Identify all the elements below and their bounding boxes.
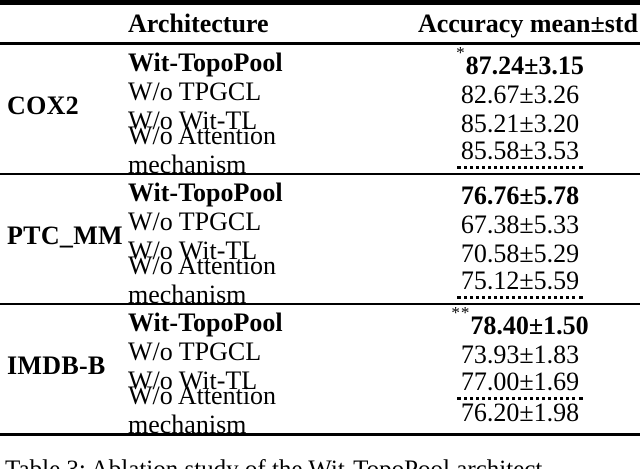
accuracy-cell: 82.67±3.26 <box>400 74 640 110</box>
accuracy-value: 82.67±3.26 <box>460 80 580 110</box>
group-rows: Wit-TopoPool *87.24±3.15 W/o TPGCL 82.67… <box>128 43 640 179</box>
table-row: W/o Attention mechanism 85.58±3.53 <box>128 121 640 179</box>
dataset-group: COX2 Wit-TopoPool *87.24±3.15 W/o TPGCL … <box>0 43 640 179</box>
header-divider-rule <box>0 42 640 45</box>
significance-stars: * <box>456 42 466 62</box>
accuracy-column-header: Accuracy mean±std <box>417 9 638 38</box>
accuracy-cell: **78.40±1.50 <box>400 302 640 341</box>
table-row: Wit-TopoPool *87.24±3.15 <box>128 43 640 81</box>
group-rows: Wit-TopoPool **78.40±1.50 W/o TPGCL 73.9… <box>128 303 640 439</box>
architecture-cell: W/o TPGCL <box>128 337 262 366</box>
architecture-cell: W/o Wit-TL <box>128 236 258 265</box>
accuracy-cell: *87.24±3.15 <box>400 42 640 81</box>
table-row: W/o Attention mechanism 76.20±1.98 <box>128 381 640 439</box>
dataset-group: IMDB-B Wit-TopoPool **78.40±1.50 W/o TPG… <box>0 303 640 439</box>
table-row: W/o Wit-TL 70.58±5.29 <box>128 236 640 268</box>
architecture-cell: W/o Wit-TL <box>128 366 258 395</box>
architecture-cell: W/o Attention mechanism <box>128 380 277 439</box>
architecture-cell: W/o Attention mechanism <box>128 120 277 179</box>
table-row: W/o Attention mechanism 75.12±5.59 <box>128 251 640 309</box>
table-bottom-rule <box>0 433 640 436</box>
table-row: W/o Wit-TL 85.21±3.20 <box>128 106 640 138</box>
architecture-cell: Wit-TopoPool <box>128 48 283 77</box>
accuracy-value: 85.21±3.20 <box>460 109 580 139</box>
table-caption: Table 3: Ablation study of the Wit-TopoP… <box>0 455 640 469</box>
accuracy-cell: 85.21±3.20 <box>400 103 640 139</box>
significance-stars: ** <box>451 302 471 322</box>
table-row: W/o TPGCL 82.67±3.26 <box>128 77 640 109</box>
architecture-cell: W/o TPGCL <box>128 207 262 236</box>
accuracy-value: 70.58±5.29 <box>460 239 580 269</box>
accuracy-value: 77.00±1.69 <box>456 367 584 401</box>
table-row: W/o TPGCL 67.38±5.33 <box>128 207 640 239</box>
architecture-cell: Wit-TopoPool <box>128 308 283 337</box>
table-top-rule <box>0 0 640 5</box>
accuracy-value: 78.40±1.50 <box>470 311 589 341</box>
dataset-label: PTC_MM <box>7 221 123 250</box>
accuracy-value: 85.58±3.53 <box>456 136 584 170</box>
group-divider-rule <box>0 303 640 305</box>
accuracy-cell: 70.58±5.29 <box>400 233 640 269</box>
table-row: Wit-TopoPool 76.76±5.78 <box>128 178 640 210</box>
accuracy-value: 75.12±5.59 <box>456 266 584 300</box>
architecture-cell: W/o Wit-TL <box>128 106 258 135</box>
dataset-group: PTC_MM Wit-TopoPool 76.76±5.78 W/o TPGCL… <box>0 175 640 309</box>
accuracy-cell: 77.00±1.69 <box>400 361 640 401</box>
architecture-cell: W/o Attention mechanism <box>128 250 277 309</box>
architecture-cell: W/o TPGCL <box>128 77 262 106</box>
accuracy-cell: 67.38±5.33 <box>400 204 640 240</box>
accuracy-cell: 76.76±5.78 <box>400 175 640 211</box>
table-row: W/o Wit-TL 77.00±1.69 <box>128 366 640 401</box>
table-header-row: Architecture Accuracy mean±std <box>0 5 640 42</box>
accuracy-cell: 76.20±1.98 <box>400 392 640 428</box>
dataset-label: COX2 <box>7 91 79 120</box>
accuracy-value: 76.76±5.78 <box>460 181 580 211</box>
accuracy-value: 76.20±1.98 <box>460 398 580 428</box>
accuracy-value: 67.38±5.33 <box>460 210 580 240</box>
group-rows: Wit-TopoPool 76.76±5.78 W/o TPGCL 67.38±… <box>128 178 640 309</box>
architecture-column-header: Architecture <box>128 9 269 38</box>
accuracy-value: 73.93±1.83 <box>460 340 580 370</box>
accuracy-cell: 73.93±1.83 <box>400 334 640 370</box>
accuracy-cell: 75.12±5.59 <box>400 260 640 300</box>
table-row: Wit-TopoPool **78.40±1.50 <box>128 303 640 341</box>
architecture-cell: Wit-TopoPool <box>128 178 283 207</box>
accuracy-value: 87.24±3.15 <box>465 51 584 81</box>
accuracy-cell: 85.58±3.53 <box>400 130 640 170</box>
table-row: W/o TPGCL 73.93±1.83 <box>128 337 640 369</box>
dataset-label: IMDB-B <box>7 351 106 380</box>
table-body: COX2 Wit-TopoPool *87.24±3.15 W/o TPGCL … <box>0 43 640 439</box>
group-divider-rule <box>0 173 640 175</box>
